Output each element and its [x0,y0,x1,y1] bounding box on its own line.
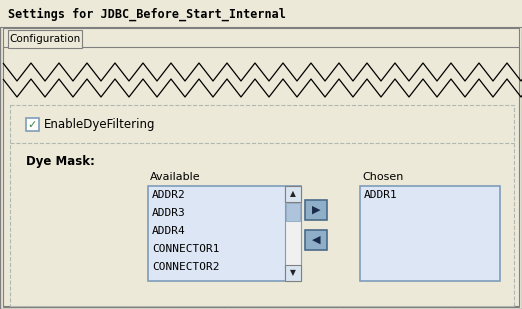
FancyBboxPatch shape [0,0,522,28]
Text: Configuration: Configuration [9,34,80,44]
Text: CONNECTOR1: CONNECTOR1 [152,244,219,254]
Text: CONNECTOR2: CONNECTOR2 [152,262,219,272]
FancyBboxPatch shape [285,265,301,281]
Text: ▶: ▶ [312,205,321,215]
FancyBboxPatch shape [360,186,500,281]
FancyBboxPatch shape [10,105,514,306]
Text: Chosen: Chosen [362,172,404,182]
FancyBboxPatch shape [305,230,327,250]
FancyBboxPatch shape [148,186,301,281]
Text: Available: Available [150,172,200,182]
Text: ▲: ▲ [290,189,296,198]
FancyBboxPatch shape [286,203,300,221]
Text: Dye Mask:: Dye Mask: [26,155,95,168]
FancyBboxPatch shape [285,186,301,202]
Text: ADDR2: ADDR2 [152,190,186,200]
Text: EnableDyeFiltering: EnableDyeFiltering [44,118,156,131]
Text: ADDR4: ADDR4 [152,226,186,236]
FancyBboxPatch shape [285,186,301,281]
Text: ADDR1: ADDR1 [364,190,398,200]
FancyBboxPatch shape [3,28,519,307]
FancyBboxPatch shape [3,47,519,306]
Text: Settings for JDBC_Before_Start_Internal: Settings for JDBC_Before_Start_Internal [8,7,286,21]
Text: ✓: ✓ [28,120,37,130]
FancyBboxPatch shape [305,200,327,220]
Text: ◀: ◀ [312,235,321,245]
Text: ▼: ▼ [290,269,296,277]
Text: ADDR3: ADDR3 [152,208,186,218]
FancyBboxPatch shape [8,30,82,48]
FancyBboxPatch shape [26,118,39,131]
